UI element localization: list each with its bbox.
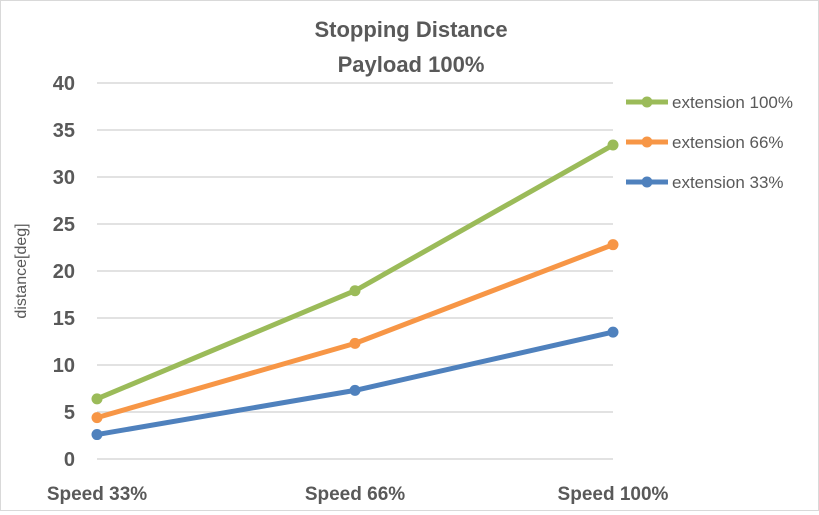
y-tick-label: 40 xyxy=(53,73,75,95)
legend-item: extension 33% xyxy=(626,173,784,192)
series-2 xyxy=(91,326,619,441)
chart-title: Stopping Distance xyxy=(314,17,507,42)
y-tick-label: 20 xyxy=(53,261,75,283)
x-tick-label: Speed 66% xyxy=(305,484,405,505)
data-point xyxy=(91,393,103,405)
x-tick-label: Speed 100% xyxy=(558,484,669,505)
data-point xyxy=(349,337,361,349)
legend-marker xyxy=(641,136,653,148)
series-0 xyxy=(91,139,619,405)
y-tick-label: 35 xyxy=(53,120,75,142)
legend-item: extension 66% xyxy=(626,133,784,152)
legend-label: extension 33% xyxy=(672,173,784,192)
chart-subtitle: Payload 100% xyxy=(338,52,485,77)
legend-marker xyxy=(641,176,653,188)
legend-marker xyxy=(641,96,653,108)
y-tick-label: 10 xyxy=(53,355,75,377)
legend-label: extension 100% xyxy=(672,93,793,112)
y-tick-label: 30 xyxy=(53,167,75,189)
data-point xyxy=(607,326,619,338)
data-point xyxy=(607,239,619,251)
data-point xyxy=(91,429,103,441)
series-1 xyxy=(91,239,619,424)
y-axis-label: distance[deg] xyxy=(13,223,30,318)
data-point xyxy=(91,412,103,424)
y-tick-label: 0 xyxy=(64,449,75,471)
y-tick-label: 5 xyxy=(64,402,75,424)
legend-item: extension 100% xyxy=(626,93,793,112)
data-point xyxy=(349,285,361,297)
y-tick-label: 15 xyxy=(53,308,75,330)
data-point xyxy=(607,139,619,151)
data-point xyxy=(349,384,361,396)
legend-label: extension 66% xyxy=(672,133,784,152)
x-tick-label: Speed 33% xyxy=(47,484,147,505)
y-tick-label: 25 xyxy=(53,214,75,236)
